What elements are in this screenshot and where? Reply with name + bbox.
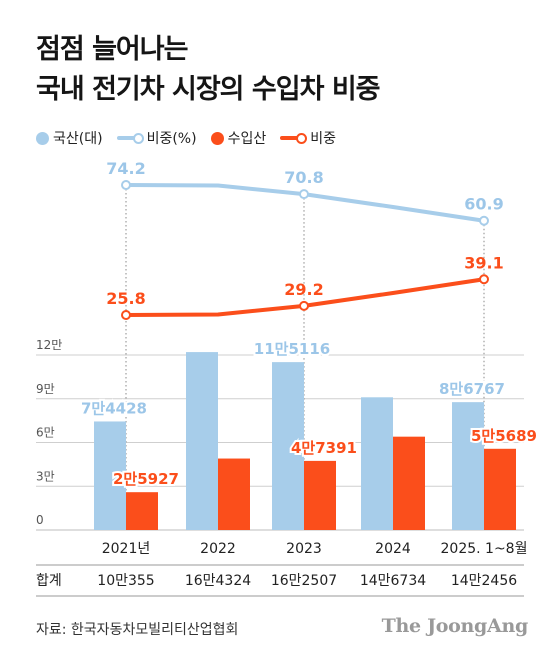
y-tick-label: 0	[36, 513, 44, 527]
title-line-2: 국내 전기차 시장의 수입차 비중	[36, 74, 381, 105]
line-label-imported-share: 39.1	[464, 253, 503, 272]
legend-imported-label: 수입산	[227, 131, 267, 147]
legend-imported: 수입산	[210, 128, 267, 148]
line-label-imported-share: 25.8	[106, 289, 145, 308]
legend-domestic-swatch	[36, 131, 49, 145]
bar-label-domestic: 7만4428	[81, 399, 147, 417]
bar-label-imported: 5만5689	[471, 427, 537, 445]
legend-imported-share: 비중	[280, 128, 336, 148]
point-imported-share	[479, 274, 489, 285]
bar-imported	[126, 492, 158, 530]
bar-label-imported: 4만7391	[291, 439, 357, 457]
x-tick-label: 2022	[200, 541, 236, 557]
total-value: 16만2507	[271, 573, 337, 589]
bar-label-imported: 2만5927	[113, 470, 179, 488]
point-domestic-share	[121, 180, 131, 190]
x-tick-label: 2024	[375, 541, 411, 557]
point-imported-share	[121, 310, 131, 320]
line-label-domestic-share: 74.2	[106, 159, 145, 178]
legend-domestic-share: 비중(%)	[116, 128, 197, 148]
legend-domestic: 국산(대)	[36, 128, 103, 148]
bar-imported	[484, 448, 516, 530]
point-domestic-share	[479, 215, 489, 226]
legend-imported-share-label: 비중	[310, 131, 336, 147]
bar-imported	[218, 458, 250, 530]
point-domestic-share	[299, 189, 309, 200]
bar-imported	[304, 460, 336, 530]
total-value: 10만355	[97, 573, 154, 589]
legend-imported-swatch	[210, 131, 224, 145]
legend-imported-share-swatch	[280, 132, 308, 144]
line-label-domestic-share: 70.8	[284, 168, 323, 187]
y-tick-label: 3만	[36, 469, 55, 483]
bar-label-domestic: 11만5116	[254, 340, 330, 358]
totals-label: 합계	[36, 573, 62, 589]
chart-title: 점점 늘어나는 국내 전기차 시장의 수입차 비중	[36, 30, 381, 110]
y-tick-label: 6만	[36, 426, 55, 440]
bar-imported	[393, 436, 425, 530]
total-value: 16만4324	[185, 573, 251, 589]
line-label-domestic-share: 60.9	[464, 195, 503, 214]
bar-label-domestic: 8만6767	[439, 380, 505, 398]
total-value: 14만2456	[451, 573, 517, 589]
x-tick-label: 2023	[286, 541, 322, 557]
bar-domestic	[186, 352, 218, 530]
x-tick-label: 2025. 1~8월	[441, 541, 528, 557]
bar-domestic	[272, 362, 304, 530]
legend-domestic-share-swatch	[116, 132, 144, 144]
x-tick-label: 2021년	[102, 541, 151, 557]
title-line-1: 점점 늘어나는	[36, 34, 188, 65]
bar-domestic	[452, 402, 484, 530]
bar-domestic	[361, 397, 393, 530]
line-label-imported-share: 29.2	[284, 280, 323, 299]
total-value: 14만6734	[360, 573, 426, 589]
legend: 국산(대) 비중(%) 수입산 비중	[36, 127, 350, 149]
brand-logo: The JoongAng	[381, 615, 529, 637]
legend-domestic-label: 국산(대)	[53, 131, 103, 147]
y-tick-label: 12만	[36, 338, 62, 352]
source-note: 자료: 한국자동차모빌리티산업협회	[36, 622, 239, 638]
y-tick-label: 9만	[36, 382, 55, 396]
bar-domestic	[94, 421, 126, 530]
point-imported-share	[299, 300, 309, 311]
legend-domestic-share-label: 비중(%)	[146, 131, 197, 147]
